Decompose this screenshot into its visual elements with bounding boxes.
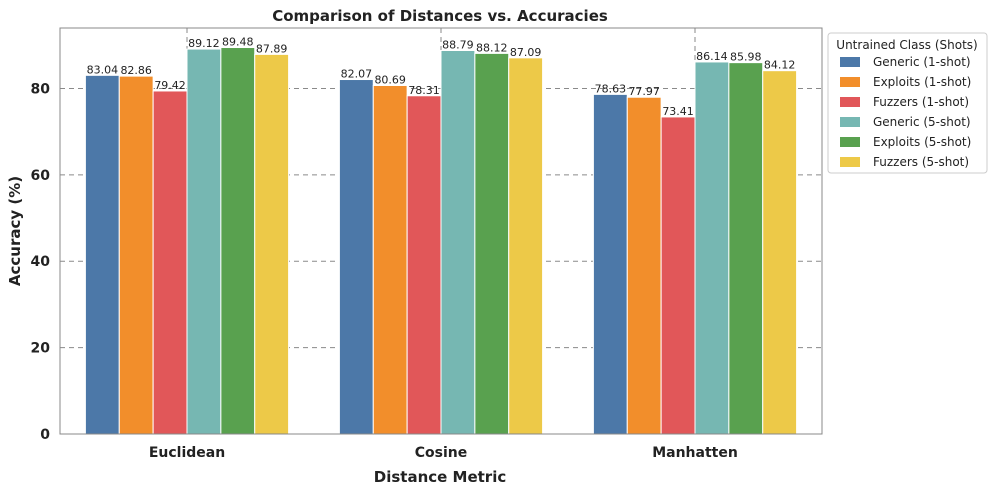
legend-label: Fuzzers (5-shot): [873, 155, 969, 169]
bar: [626, 96, 662, 435]
legend-swatch: [840, 157, 860, 167]
bar-value-label: 86.14: [696, 50, 728, 63]
legend-swatch: [840, 117, 860, 127]
bar: [440, 50, 476, 435]
bar-value-label: 83.04: [87, 63, 119, 76]
bar: [694, 61, 730, 435]
bar-value-label: 82.86: [120, 64, 152, 77]
bar-value-label: 89.12: [188, 37, 220, 50]
bar: [254, 53, 290, 435]
bar: [474, 52, 510, 435]
bar: [220, 47, 256, 435]
bar-value-label: 79.42: [154, 79, 186, 92]
y-tick-label: 80: [31, 81, 51, 97]
x-axis-ticks: Euclidean Cosine Manhatten: [149, 445, 738, 461]
bars: [84, 47, 798, 435]
bar: [406, 95, 442, 435]
legend-label: Generic (1-shot): [873, 55, 971, 69]
bar: [592, 93, 628, 435]
chart-title: Comparison of Distances vs. Accuracies: [272, 7, 608, 25]
legend-swatch: [840, 77, 860, 87]
y-tick-label: 20: [31, 341, 51, 357]
bar: [186, 48, 222, 435]
y-axis-label: Accuracy (%): [6, 176, 24, 286]
bar-value-label: 78.63: [595, 82, 627, 95]
plot-frame: [59, 27, 823, 435]
bar-value-label: 78.31: [408, 84, 440, 97]
y-axis-ticks: 0 20 40 60 80: [31, 81, 51, 443]
y-tick-label: 60: [31, 168, 51, 184]
bar: [728, 62, 764, 435]
legend-label: Generic (5-shot): [873, 115, 971, 129]
bar: [508, 57, 544, 435]
x-tick-label: Manhatten: [652, 445, 738, 461]
bar: [84, 74, 120, 435]
bar: [762, 70, 798, 435]
legend-swatch: [840, 57, 860, 67]
bar-value-label: 88.79: [442, 39, 474, 52]
bar: [660, 116, 696, 435]
y-tick-label: 0: [40, 427, 50, 443]
legend-label: Fuzzers (1-shot): [873, 95, 969, 109]
bar-value-label: 73.41: [662, 105, 694, 118]
y-tick-label: 40: [31, 254, 51, 270]
bar-value-label: 87.89: [256, 42, 288, 55]
legend-title: Untrained Class (Shots): [836, 38, 977, 52]
legend-swatch: [840, 137, 860, 147]
legend-swatch: [840, 97, 860, 107]
legend-label: Exploits (5-shot): [873, 135, 971, 149]
legend-box: [827, 32, 988, 174]
bar-value-label: 77.97: [628, 85, 660, 98]
x-tick-label: Euclidean: [149, 445, 225, 461]
bar-value-label: 80.69: [374, 73, 406, 86]
bar: [372, 84, 408, 435]
bar: [118, 75, 154, 435]
legend: Untrained Class (Shots) Generic (1-shot)…: [827, 32, 988, 174]
bar-value-label: 89.48: [222, 36, 254, 49]
legend-items: Generic (1-shot) Exploits (1-shot) Fuzzers…: [840, 55, 971, 169]
bar: [338, 79, 374, 435]
x-tick-label: Cosine: [415, 445, 468, 461]
bar-value-label: 82.07: [341, 68, 373, 81]
x-axis-label: Distance Metric: [374, 468, 506, 486]
legend-label: Exploits (1-shot): [873, 75, 971, 89]
bar-value-label: 85.98: [730, 51, 762, 64]
bar-value-label: 84.12: [764, 59, 796, 72]
bar-value-label: 87.09: [510, 46, 542, 59]
bar: [152, 90, 188, 435]
data-labels: 83.04 82.07 78.63 82.86 80.69 77.97 79.42 78.31…: [87, 36, 796, 118]
bar-value-label: 88.12: [476, 41, 508, 54]
